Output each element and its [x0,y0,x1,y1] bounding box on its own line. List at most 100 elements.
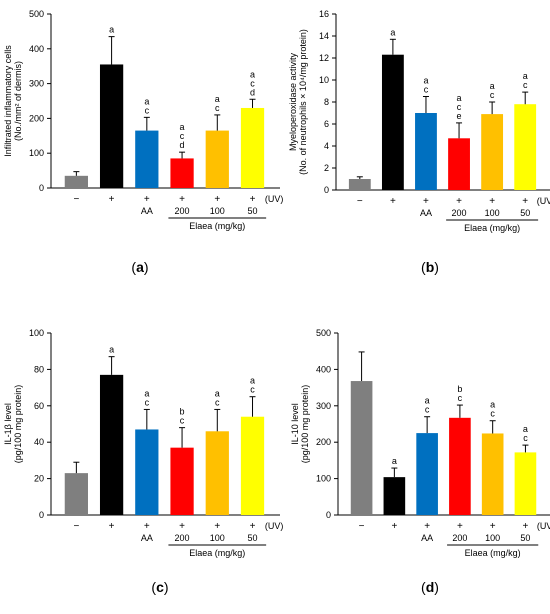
uv-symbol: + [390,196,396,207]
y-tick-label: 500 [316,328,331,338]
y-tick-label: 12 [319,53,329,63]
bar [135,429,159,515]
uv-label: (UV) [537,521,550,531]
y-tick-label: 100 [29,328,44,338]
group-label: AA [420,208,432,218]
group-label: 100 [485,533,500,543]
bar [205,130,229,188]
uv-symbol: + [109,194,115,205]
significance-letter: c [425,405,430,415]
significance-letter: b [180,407,185,417]
uv-symbol: + [391,521,397,532]
bar [383,477,406,515]
uv-symbol: − [73,521,79,532]
significance-letter: c [250,385,255,395]
uv-symbol: − [359,521,365,532]
y-tick-label: 200 [29,113,44,123]
group-label: AA [421,533,433,543]
uv-label: (UV) [265,194,284,204]
significance-letter: c [458,393,463,403]
significance-letter: a [490,400,495,410]
panel-label: (a) [131,259,148,275]
significance-letter: a [490,81,495,91]
uv-symbol: + [523,521,529,532]
bar [64,473,88,515]
significance-letter: a [215,388,220,398]
significance-letter: a [215,94,220,104]
bar [99,64,124,188]
significance-letter: c [215,103,220,113]
y-tick-label: 100 [29,148,44,158]
significance-letter: a [523,71,528,81]
y-axis-label-units: (No. of neutrophils × 10⁴/mg protein) [298,29,308,175]
bar [240,107,265,188]
bar [481,114,504,190]
uv-symbol: + [214,194,220,205]
significance-letter: c [424,85,429,95]
significance-letter: a [180,122,185,132]
bar [448,138,470,190]
significance-letter: c [490,409,495,419]
uv-symbol: + [423,196,429,207]
y-tick-label: 80 [34,364,44,374]
y-tick-label: 16 [319,9,329,19]
bar [381,54,404,191]
significance-letter: a [425,396,430,406]
significance-letter: b [457,384,462,394]
chart-panel-d: 0 100 200 300 400 500 IL-10 level (pg/100 mg pr… [290,328,550,595]
elaea-label: Elaea (mg/kg) [464,223,520,233]
uv-symbol: + [179,521,185,532]
y-tick-label: 0 [326,510,331,520]
group-label: 200 [452,533,467,543]
y-tick-label: 300 [316,401,331,411]
significance-letter: d [180,140,185,150]
y-tick-label: 200 [316,437,331,447]
uv-symbol: + [489,196,495,207]
y-tick-label: 8 [324,97,329,107]
y-axis-label: IL-1β level [3,403,13,445]
significance-letter: a [523,424,528,434]
panel-label: (d) [421,579,439,595]
panel-label: (c) [151,579,168,595]
significance-letter: a [109,345,114,355]
group-label: 200 [452,208,467,218]
uv-symbol: + [144,194,150,205]
uv-symbol: + [179,194,185,205]
y-tick-label: 4 [324,141,329,151]
bar [205,431,229,515]
significance-letter: c [180,416,185,426]
y-tick-label: 14 [319,31,329,41]
y-tick-label: 300 [29,79,44,89]
group-label: 100 [210,206,225,216]
group-label: AA [141,206,153,216]
uv-label: (UV) [265,521,284,531]
y-tick-label: 0 [39,183,44,193]
y-tick-label: 2 [324,163,329,173]
y-tick-label: 0 [39,510,44,520]
bar [240,416,265,515]
y-tick-label: 100 [316,474,331,484]
significance-letter: e [457,111,462,121]
significance-letter: c [250,78,255,88]
uv-symbol: + [250,194,256,205]
y-tick-label: 400 [316,364,331,374]
group-label: 50 [248,533,258,543]
significance-letter: c [145,105,150,115]
bar [170,158,194,188]
y-tick-label: 0 [324,185,329,195]
group-label: 200 [175,533,190,543]
elaea-label: Elaea (mg/kg) [189,548,245,558]
uv-symbol: + [490,521,496,532]
uv-symbol: + [109,521,115,532]
significance-letter: d [250,87,255,97]
y-axis-label-units: (pg/100 mg protein) [300,385,310,464]
significance-letter: c [215,397,220,407]
uv-symbol: + [424,521,430,532]
bar [514,452,537,515]
group-label: 100 [210,533,225,543]
group-label: 50 [248,206,258,216]
significance-letter: c [180,131,185,141]
group-label: 50 [520,533,530,543]
significance-letter: a [457,93,462,103]
